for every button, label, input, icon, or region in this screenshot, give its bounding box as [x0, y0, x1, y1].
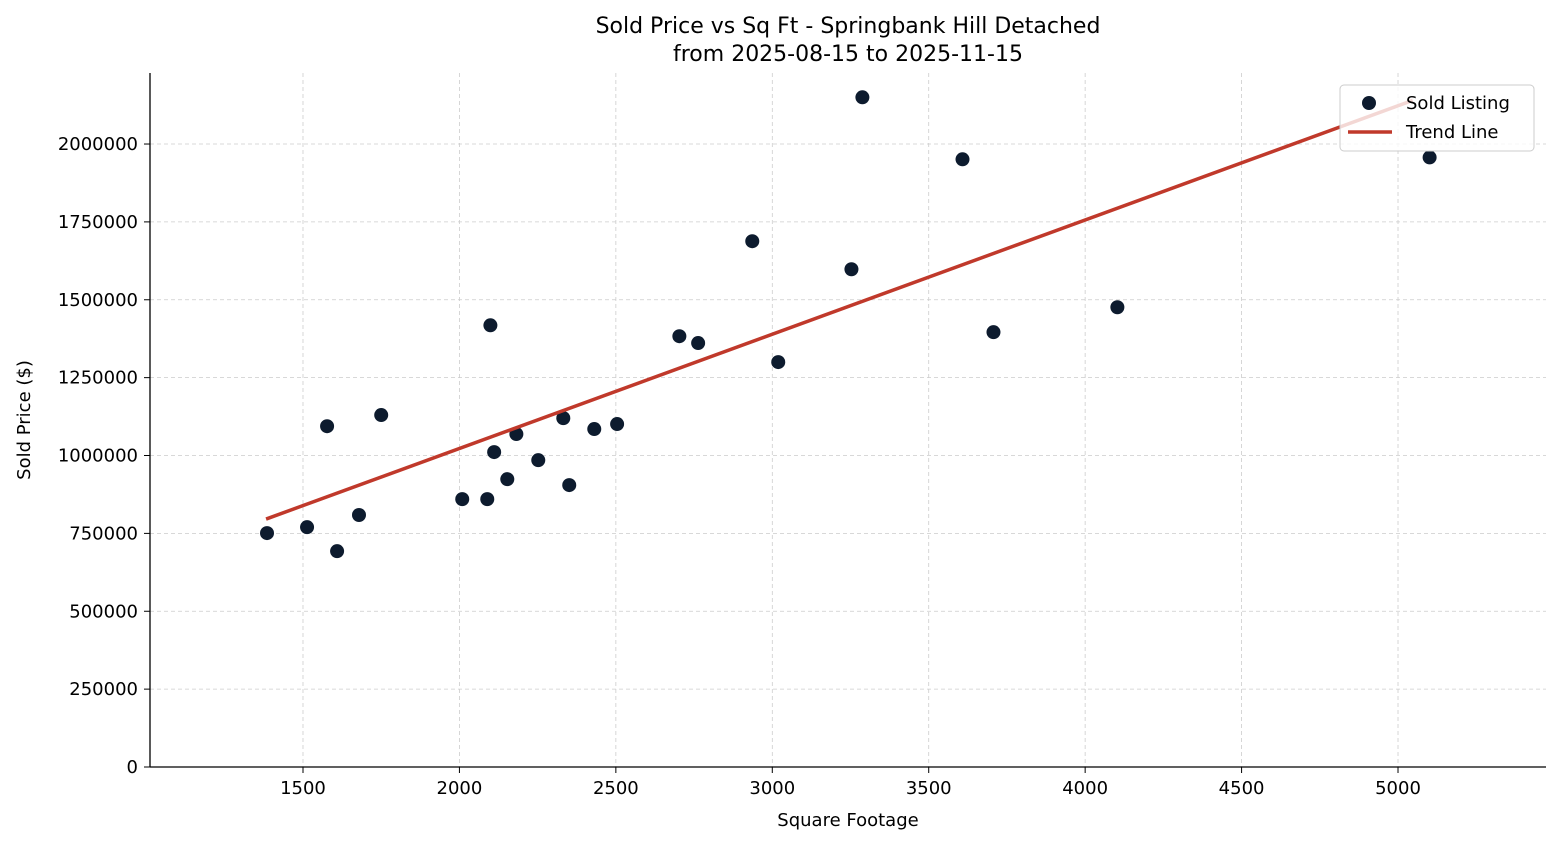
data-point — [986, 325, 1001, 340]
trend-line — [265, 98, 1414, 521]
x-tick-label: 3500 — [906, 778, 952, 799]
data-point — [955, 152, 970, 167]
x-tick-label: 2000 — [437, 778, 483, 799]
data-point — [330, 544, 345, 559]
y-tick-label: 2000000 — [58, 134, 138, 155]
legend-box — [1339, 84, 1535, 152]
data-point — [610, 417, 625, 432]
x-tick-label: 1500 — [280, 778, 326, 799]
data-point — [531, 453, 546, 468]
x-tick-label: 4000 — [1062, 778, 1108, 799]
data-point — [320, 419, 335, 434]
data-point — [855, 90, 870, 105]
data-point — [480, 492, 495, 507]
x-tick-label: 5000 — [1375, 778, 1421, 799]
data-point — [351, 508, 366, 523]
y-tick-label: 1750000 — [58, 212, 138, 233]
data-point — [556, 411, 571, 426]
data-point — [487, 445, 502, 460]
data-point — [771, 355, 786, 370]
legend-label-sold: Sold Listing — [1406, 93, 1510, 114]
data-point — [300, 520, 315, 535]
data-point — [1110, 300, 1125, 315]
data-point — [483, 318, 498, 333]
y-tick-label: 750000 — [69, 523, 138, 544]
data-point — [587, 422, 602, 437]
data-point — [844, 262, 859, 277]
data-point — [455, 492, 470, 507]
y-tick-label: 1500000 — [58, 290, 138, 311]
chart-title: Sold Price vs Sq Ft - Springbank Hill De… — [596, 14, 1101, 39]
legend: Sold Listing Trend Line — [1339, 84, 1535, 152]
y-tick-label: 250000 — [69, 679, 138, 700]
y-tick-label: 1000000 — [58, 446, 138, 467]
x-tick-label: 3000 — [749, 778, 795, 799]
data-point — [691, 336, 706, 351]
y-tick-label: 500000 — [69, 601, 138, 622]
data-point — [374, 408, 389, 423]
data-point — [745, 234, 760, 249]
x-tick-label: 4500 — [1219, 778, 1265, 799]
y-tick-label: 0 — [127, 757, 138, 778]
x-axis-label: Square Footage — [777, 810, 918, 831]
data-point — [1422, 150, 1437, 165]
chart-subtitle: from 2025-08-15 to 2025-11-15 — [673, 42, 1023, 67]
data-point — [672, 329, 687, 344]
y-axis-label: Sold Price ($) — [14, 360, 35, 480]
legend-marker-sold — [1362, 96, 1376, 110]
data-point — [562, 478, 577, 493]
x-tick-label: 2500 — [593, 778, 639, 799]
legend-label-trend: Trend Line — [1405, 122, 1499, 143]
data-point — [500, 472, 515, 487]
y-tick-label: 1250000 — [58, 368, 138, 389]
data-point — [260, 526, 275, 541]
